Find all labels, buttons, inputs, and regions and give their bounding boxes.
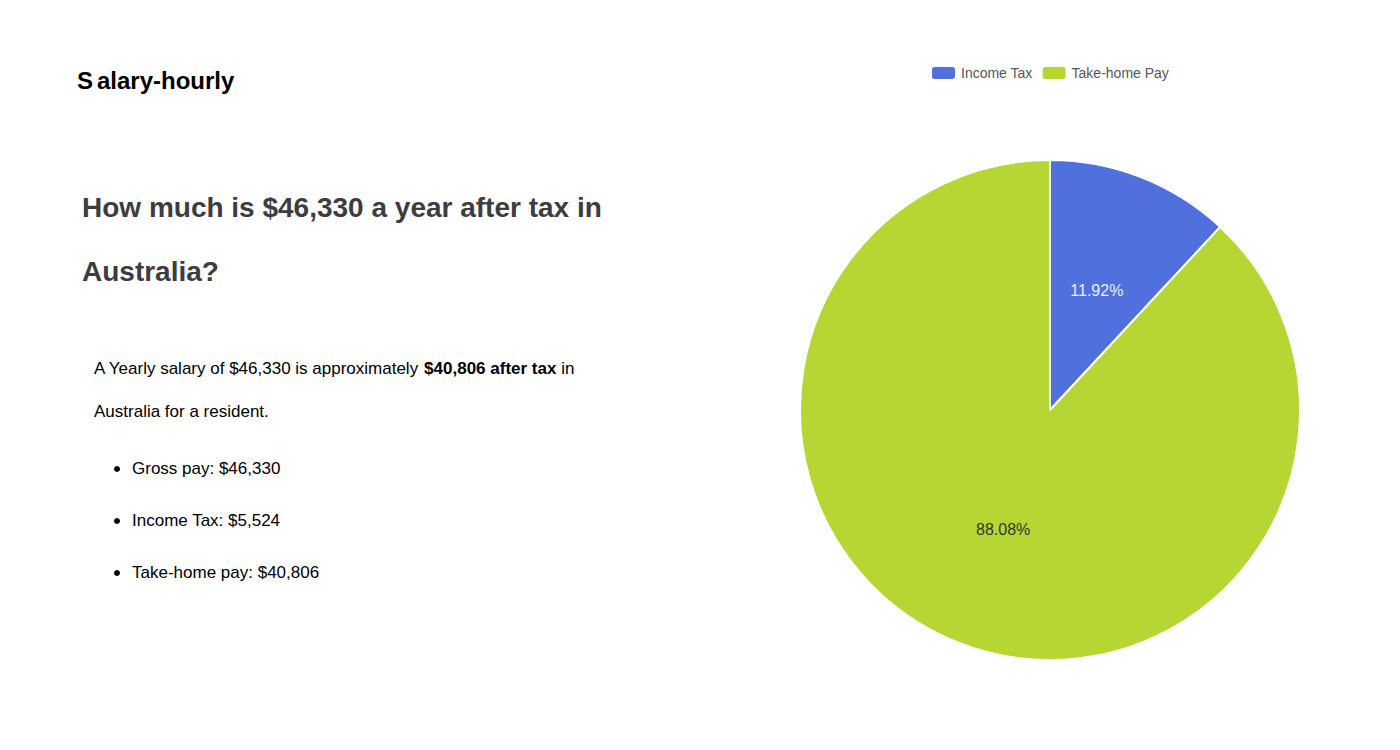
svg-text:11.92%: 11.92% bbox=[1070, 282, 1123, 299]
svg-text:Gross pay: $46,330: Gross pay: $46,330 bbox=[132, 459, 280, 478]
svg-text:Income Tax: Income Tax bbox=[961, 65, 1032, 81]
svg-text:S: S bbox=[77, 67, 93, 94]
svg-text:Take-home Pay: Take-home Pay bbox=[1072, 65, 1169, 81]
svg-text:How much is $46,330 a year aft: How much is $46,330 a year after tax in bbox=[82, 192, 602, 223]
svg-text:Take-home pay: $40,806: Take-home pay: $40,806 bbox=[132, 563, 319, 582]
svg-text:88.08%: 88.08% bbox=[976, 521, 1030, 538]
svg-text:Income Tax: $5,524: Income Tax: $5,524 bbox=[132, 511, 280, 530]
svg-text:alary-hourly: alary-hourly bbox=[97, 67, 235, 94]
svg-text:A Yearly salary of $46,330 is: A Yearly salary of $46,330 is approximat… bbox=[94, 359, 423, 378]
svg-text:Australia for a resident.: Australia for a resident. bbox=[94, 402, 269, 421]
svg-text:in: in bbox=[556, 359, 574, 378]
svg-text:Australia?: Australia? bbox=[82, 256, 219, 287]
svg-text:$40,806 after tax: $40,806 after tax bbox=[424, 359, 557, 378]
